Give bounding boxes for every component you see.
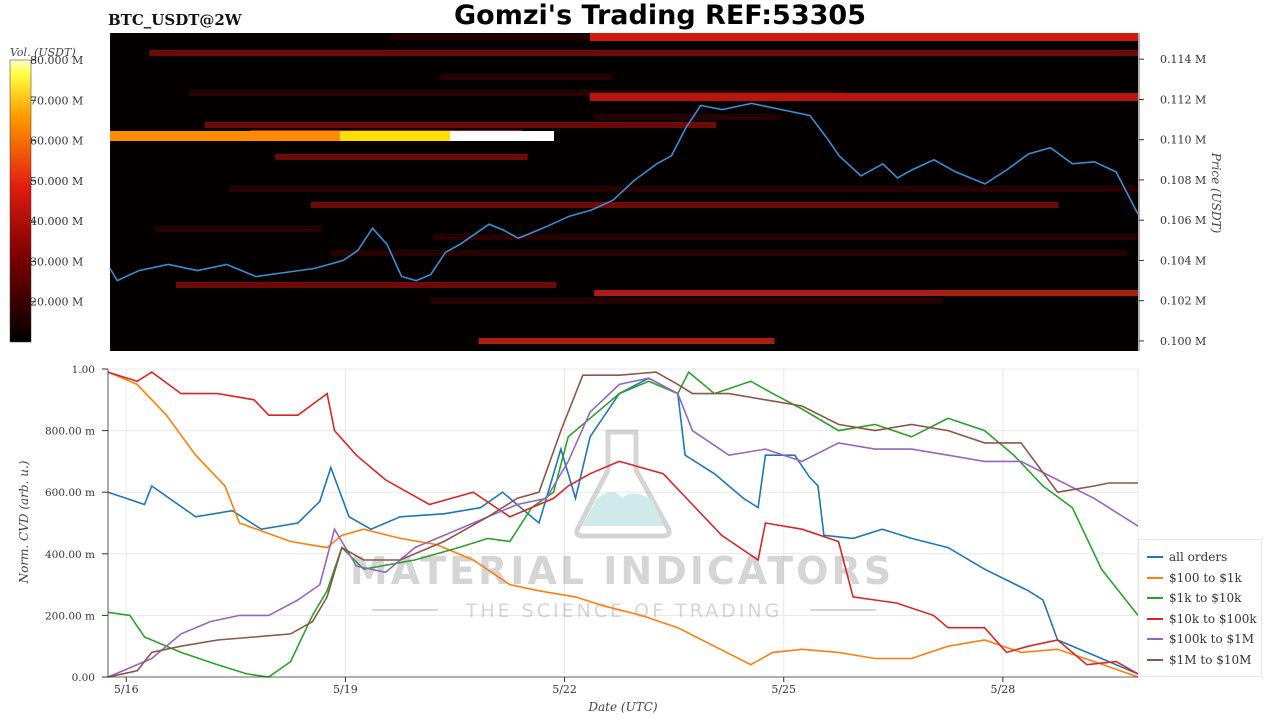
price-tick-label: 0.102 M [1160, 295, 1206, 308]
series-line-5 [107, 371, 1138, 678]
x-tick-label: 5/25 [771, 683, 796, 696]
colorbar-tick-label: 60.000 M [30, 135, 83, 148]
y-tick-label: 400.00 m [45, 549, 95, 561]
liquidity-band [390, 34, 597, 40]
cvd-y-axis-label: Norm. CVD (arb. u.) [17, 460, 31, 584]
colorbar-tick-label: 80.000 M [30, 54, 83, 67]
liquidity-band [590, 33, 1138, 41]
cvd-x-axis-label: Date (UTC) [587, 700, 657, 714]
legend-swatch [1147, 556, 1163, 558]
series-line-4 [107, 377, 1139, 678]
cvd-plot-area [107, 368, 1139, 678]
flask-liquid-icon [582, 491, 664, 526]
legend-swatch [1147, 597, 1163, 599]
y-tick-label: 0.00 [72, 672, 95, 684]
legend: all orders $100 to $1k $1k to $10k $10k to … [1138, 539, 1262, 677]
liquidity-band [590, 93, 1138, 101]
colorbar-gradient [9, 59, 32, 343]
liquidity-band [478, 338, 775, 344]
liquidity-band [188, 90, 841, 96]
colorbar-tick-label: 70.000 M [30, 94, 83, 107]
liquidity-band [329, 250, 1128, 256]
liquidity-band [594, 114, 781, 120]
liquidity-band [310, 202, 1059, 208]
chart-title: Gomzi's Trading REF:53305 [454, 0, 866, 31]
colorbar-tick-label: 20.000 M [30, 296, 83, 309]
legend-item[interactable]: $1k to $10k [1147, 589, 1241, 607]
x-tick-label: 5/19 [333, 683, 358, 696]
price-tick-label: 0.104 M [1160, 254, 1206, 267]
liquidity-band [430, 298, 943, 304]
colorbar-tick-label: 50.000 M [30, 175, 83, 188]
colorbar-tick-label: 30.000 M [30, 255, 83, 268]
series-line-1 [107, 371, 1139, 678]
price-line [109, 102, 1139, 282]
liquidity-wall [340, 131, 450, 141]
x-tick-label: 5/22 [552, 683, 577, 696]
price-tick-label: 0.112 M [1160, 93, 1206, 106]
legend-swatch [1147, 576, 1163, 579]
symbol-label: BTC_USDT@2W [108, 11, 243, 29]
price-tick-label: 0.110 M [1160, 134, 1206, 147]
liquidity-band [155, 226, 322, 232]
liquidity-band [229, 186, 1139, 192]
liquidity-band [438, 74, 613, 80]
x-tick-label: 5/16 [114, 683, 139, 696]
legend-label: all orders [1169, 550, 1228, 564]
legend-item[interactable]: $10k to $100k [1147, 610, 1257, 628]
colorbar-tick-label: 40.000 M [30, 215, 83, 228]
price-axis-label: Price (USDT) [1209, 152, 1223, 234]
y-tick-label: 1.00 [72, 364, 95, 376]
legend-label: $100 to $1k [1169, 570, 1242, 585]
legend-label: $100k to $1M [1169, 632, 1255, 646]
legend-item[interactable]: $100k to $1M [1147, 630, 1254, 648]
legend-label: $1M to $10M [1169, 652, 1252, 667]
heatmap-panel: 0.114 M 0.112 M 0.110 M 0.108 M 0.106 M 0.104… [109, 33, 1223, 351]
price-axis: 0.114 M 0.112 M 0.110 M 0.108 M 0.106 M 0.104… [1138, 33, 1206, 351]
price-tick-label: 0.114 M [1160, 53, 1206, 66]
liquidity-wall [110, 131, 550, 141]
legend-swatch [1147, 638, 1163, 640]
y-tick-label: 800.00 m [45, 426, 95, 438]
liquidity-wall [450, 131, 554, 141]
flask-icon [574, 429, 672, 539]
colorbar: Vol. (USDT) 80.000 M 70.000 M 60.000 M 50.0… [9, 46, 83, 343]
colorbar-label: Vol. (USDT) [10, 46, 76, 59]
price-tick-label: 0.106 M [1160, 214, 1206, 227]
liquidity-band [275, 154, 528, 160]
legend-swatch [1147, 658, 1163, 661]
liquidity-band [149, 50, 1138, 56]
price-tick-label: 0.108 M [1160, 174, 1206, 187]
series-line-2 [107, 370, 1139, 678]
liquidity-band [204, 122, 716, 128]
liquidity-band [175, 282, 557, 288]
y-tick-label: 200.00 m [45, 610, 95, 622]
legend-item[interactable]: all orders [1147, 548, 1227, 566]
legend-label: $10k to $100k [1169, 611, 1257, 626]
liquidity-band [594, 290, 1138, 296]
price-tick-label: 0.100 M [1160, 335, 1206, 348]
legend-swatch [1147, 617, 1163, 620]
x-tick-label: 5/28 [991, 683, 1016, 696]
legend-item[interactable]: $100 to $1k [1147, 569, 1242, 587]
liquidity-band [433, 234, 1139, 240]
series-line-3 [107, 371, 1139, 675]
y-tick-label: 600.00 m [45, 487, 95, 499]
legend-label: $1k to $10k [1169, 591, 1242, 605]
legend-item[interactable]: $1M to $10M [1147, 651, 1251, 669]
watermark-brand: MATERIAL INDICATORS [350, 549, 894, 593]
cvd-panel: MATERIAL INDICATORS THE SCIENCE OF TRADI… [17, 364, 1139, 714]
